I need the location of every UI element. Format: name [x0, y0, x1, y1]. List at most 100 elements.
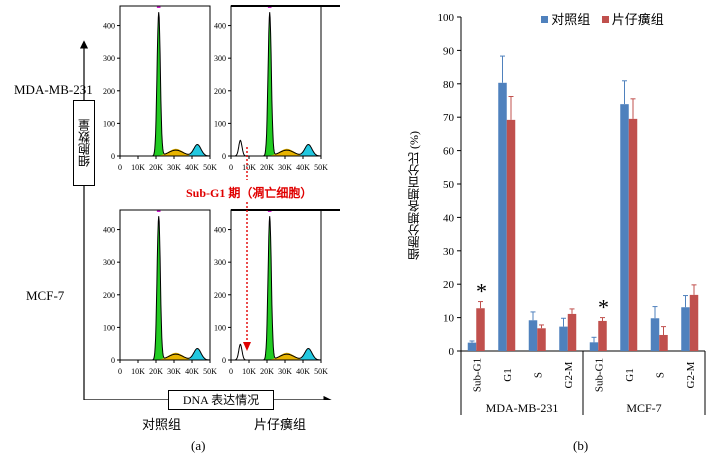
panel-a-caption: (a)	[191, 438, 206, 453]
bar-y-tick-label: 10	[443, 313, 455, 325]
group-label: MDA-MB-231	[486, 401, 559, 415]
significance-star: *	[598, 295, 609, 320]
s-phase	[270, 148, 303, 156]
x-tick-label: 30K	[167, 163, 181, 172]
bar-treated	[567, 313, 577, 351]
sub-g1-pointer	[243, 147, 251, 351]
hist-mcf-treated: 0 100 200 300 400 0 10K 20K 30K 40K 50K	[214, 209, 340, 376]
bar-control	[467, 342, 477, 351]
hist-mda-treated: 0 100 200 300 400 0 10K 20K 30K 40K 50K	[214, 5, 340, 172]
bar-treated	[476, 308, 485, 351]
legend-swatch-treated	[601, 16, 609, 23]
y-tick-label: 300	[103, 54, 115, 63]
panel-b-caption: (b)	[573, 438, 589, 453]
bar-y-tick-label: 0	[449, 346, 455, 358]
y-tick-label: 200	[214, 87, 226, 96]
bar-treated	[689, 294, 699, 351]
category-label: G2-M	[685, 361, 697, 388]
x-tick-label: 20K	[149, 367, 163, 376]
bar-y-tick-label: 30	[443, 246, 455, 258]
sub-g1-annotation: Sub-G1 期（凋亡细胞）	[186, 186, 313, 200]
bar-treated	[659, 334, 668, 351]
category-label: S	[532, 372, 544, 378]
bar-control	[498, 82, 507, 351]
y-tick-label: 400	[103, 22, 115, 31]
x-tick-label: 40K	[185, 163, 199, 172]
x-tick-label: 10K	[242, 163, 256, 172]
x-tick-label: 10K	[131, 367, 145, 376]
category-label: Sub-G1	[593, 358, 605, 392]
bar-treated	[598, 320, 607, 351]
bar-y-tick-label: 80	[443, 79, 455, 91]
category-label: G1	[502, 368, 514, 381]
x-tick-label: 30K	[278, 163, 292, 172]
histogram-frame	[119, 209, 211, 361]
category-label: S	[654, 372, 666, 378]
x-tick-label: 20K	[260, 163, 274, 172]
y-tick-label: 0	[111, 356, 115, 365]
x-tick-label: 40K	[185, 367, 199, 376]
y-tick-label: 0	[111, 152, 115, 161]
category-label: Sub-G1	[471, 358, 483, 392]
x-tick-label: 30K	[167, 367, 181, 376]
x-tick-label: 50K	[203, 163, 217, 172]
x-tick-label: 40K	[296, 367, 310, 376]
bar-y-tick-label: 100	[438, 12, 455, 24]
bar-control	[528, 320, 538, 351]
x-tick-label: 0	[118, 367, 122, 376]
x-axis-box: DNA 表达情况	[168, 390, 274, 410]
bar-control	[681, 307, 690, 351]
y-tick-label: 200	[103, 291, 115, 300]
bar-y-tick-label: 70	[443, 112, 455, 124]
y-tick-label: 200	[103, 87, 115, 96]
bar-y-tick-label: 50	[443, 179, 455, 191]
x-tick-label: 10K	[242, 367, 256, 376]
bar-control	[620, 104, 629, 351]
x-tick-label: 40K	[296, 163, 310, 172]
y-tick-label: 400	[103, 226, 115, 235]
x-tick-label: 50K	[314, 367, 328, 376]
y-tick-label: 100	[214, 323, 226, 332]
x-tick-label: 0	[229, 367, 233, 376]
x-tick-label: 20K	[149, 163, 163, 172]
x-tick-label: 50K	[314, 163, 328, 172]
row-label-mcf: MCF-7	[26, 288, 65, 303]
bar-control	[650, 318, 660, 351]
y-tick-label: 200	[214, 291, 226, 300]
x-tick-label: 0	[118, 163, 122, 172]
legend-swatch-control	[541, 16, 548, 23]
y-tick-label: 100	[103, 119, 115, 128]
significance-star: *	[476, 279, 487, 304]
histogram-frame	[119, 5, 211, 157]
category-label: G1	[624, 368, 636, 381]
legend: 对照组 片仔癀组	[541, 9, 664, 28]
y-tick-label: 100	[103, 323, 115, 332]
bar-y-tick-label: 60	[443, 146, 455, 158]
col-label-treated: 片仔癀组	[254, 417, 307, 432]
bar-treated	[537, 328, 546, 351]
y-tick-label: 100	[214, 119, 226, 128]
x-tick-label: 50K	[203, 367, 217, 376]
bar-treated	[506, 119, 516, 351]
y-tick-label: 400	[214, 226, 226, 235]
bar-control	[589, 342, 599, 351]
hist-mcf-control: 0 100 200 300 400 0 10K 20K 30K 40K 50K	[103, 209, 217, 376]
group-label: MCF-7	[626, 401, 661, 415]
row-label-mda: MDA-MB-231	[14, 82, 93, 97]
hist-mda-control: 0 100 200 300 400 0 10K 20K 30K 40K 50K	[103, 5, 217, 172]
x-tick-label: 0	[229, 163, 233, 172]
bar-control	[559, 326, 568, 351]
y-tick-label: 0	[222, 356, 226, 365]
y-tick-label: 300	[103, 258, 115, 267]
bar-treated	[628, 118, 638, 352]
x-tick-label: 20K	[260, 367, 274, 376]
x-tick-label: 30K	[278, 367, 292, 376]
col-label-control: 对照组	[142, 417, 182, 432]
bar-y-tick-label: 90	[443, 45, 455, 57]
bar-y-tick-label: 20	[443, 279, 455, 291]
y-tick-label: 300	[214, 54, 226, 63]
y-tick-label: 300	[214, 258, 226, 267]
s-phase	[159, 352, 192, 360]
s-phase	[159, 148, 192, 156]
legend-label-control: 对照组	[551, 12, 591, 27]
